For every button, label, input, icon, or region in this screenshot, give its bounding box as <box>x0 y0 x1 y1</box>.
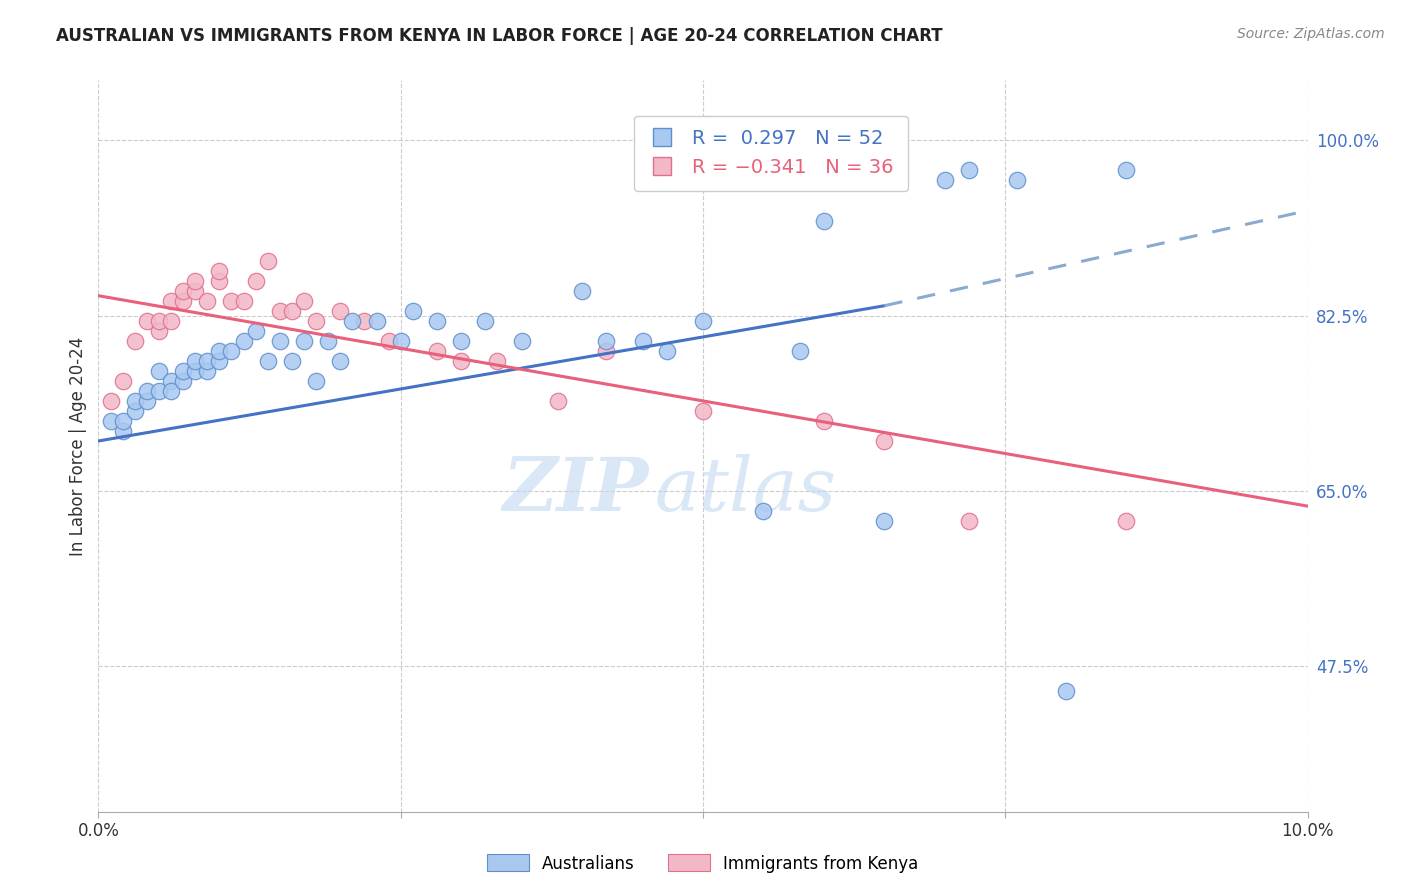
Point <box>1115 163 1137 178</box>
Point <box>292 334 315 348</box>
Point <box>426 314 449 328</box>
Point <box>245 324 267 338</box>
Point <box>426 343 449 358</box>
Point <box>195 354 218 368</box>
Point <box>184 364 207 378</box>
Point <box>752 504 775 518</box>
Point <box>100 414 122 428</box>
Point <box>329 303 352 318</box>
Legend: Australians, Immigrants from Kenya: Australians, Immigrants from Kenya <box>481 847 925 880</box>
Y-axis label: In Labor Force | Age 20-24: In Labor Force | Age 20-24 <box>69 336 87 556</box>
Point <box>135 393 157 408</box>
Point <box>1007 173 1029 187</box>
Point <box>208 343 231 358</box>
Point <box>631 334 654 348</box>
Point <box>849 173 872 187</box>
Point <box>1054 684 1077 698</box>
Point <box>595 343 617 358</box>
Point <box>111 374 134 388</box>
Point <box>789 343 811 358</box>
Point <box>450 334 472 348</box>
Point <box>813 213 835 227</box>
Point <box>934 173 956 187</box>
Point <box>160 314 183 328</box>
Point <box>486 354 509 368</box>
Point <box>208 263 231 277</box>
Point <box>256 253 278 268</box>
Point <box>172 374 194 388</box>
Point <box>195 293 218 308</box>
Point <box>245 274 267 288</box>
Point <box>292 293 315 308</box>
Point <box>148 324 170 338</box>
Point <box>655 343 678 358</box>
Point <box>100 393 122 408</box>
Point <box>305 314 328 328</box>
Point <box>873 514 896 528</box>
Point <box>692 404 714 418</box>
Point <box>148 364 170 378</box>
Point <box>111 414 134 428</box>
Point <box>172 293 194 308</box>
Text: Source: ZipAtlas.com: Source: ZipAtlas.com <box>1237 27 1385 41</box>
Point <box>111 424 134 438</box>
Point <box>474 314 496 328</box>
Point <box>160 384 183 398</box>
Point <box>184 354 207 368</box>
Point <box>692 314 714 328</box>
Point <box>402 303 425 318</box>
Point <box>329 354 352 368</box>
Text: atlas: atlas <box>655 454 837 526</box>
Point <box>221 293 243 308</box>
Point <box>281 303 304 318</box>
Text: ZIP: ZIP <box>502 454 648 526</box>
Point <box>353 314 375 328</box>
Point <box>1115 514 1137 528</box>
Point <box>510 334 533 348</box>
Point <box>305 374 328 388</box>
Point <box>957 163 980 178</box>
Point <box>571 284 593 298</box>
Text: AUSTRALIAN VS IMMIGRANTS FROM KENYA IN LABOR FORCE | AGE 20-24 CORRELATION CHART: AUSTRALIAN VS IMMIGRANTS FROM KENYA IN L… <box>56 27 943 45</box>
Point <box>389 334 412 348</box>
Point <box>221 343 243 358</box>
Point <box>160 293 183 308</box>
Point <box>256 354 278 368</box>
Point <box>124 393 146 408</box>
Point <box>148 314 170 328</box>
Point <box>208 274 231 288</box>
Point <box>957 514 980 528</box>
Point <box>135 384 157 398</box>
Point <box>124 334 146 348</box>
Point <box>184 274 207 288</box>
Point <box>547 393 569 408</box>
Point <box>595 334 617 348</box>
Point <box>184 284 207 298</box>
Point <box>172 284 194 298</box>
Point <box>316 334 339 348</box>
Legend: R =  0.297   N = 52, R = −0.341   N = 36: R = 0.297 N = 52, R = −0.341 N = 36 <box>634 116 907 191</box>
Point <box>269 303 291 318</box>
Point <box>377 334 399 348</box>
Point <box>135 314 157 328</box>
Point <box>366 314 388 328</box>
Point <box>813 414 835 428</box>
Point <box>124 404 146 418</box>
Point <box>269 334 291 348</box>
Point <box>148 384 170 398</box>
Point <box>232 334 254 348</box>
Point <box>281 354 304 368</box>
Point <box>195 364 218 378</box>
Point <box>232 293 254 308</box>
Point <box>160 374 183 388</box>
Point <box>450 354 472 368</box>
Point <box>873 434 896 448</box>
Point <box>208 354 231 368</box>
Point <box>172 364 194 378</box>
Point <box>342 314 364 328</box>
